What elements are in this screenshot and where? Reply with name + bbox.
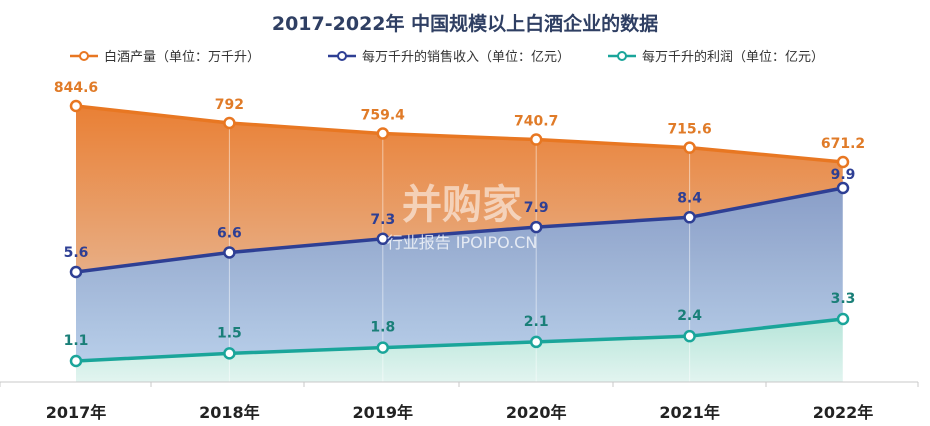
marker-production [529, 133, 543, 146]
marker-profit [683, 329, 696, 343]
label-profit: 1.1 [64, 333, 89, 349]
watermark-sub: 行业报告 IPOIPO.CN [387, 233, 538, 252]
label-production: 792 [215, 97, 244, 113]
marker-revenue [529, 220, 543, 234]
label-profit: 2.1 [524, 314, 549, 330]
marker-revenue [683, 211, 696, 224]
marker-profit [836, 312, 850, 326]
x-tick-label: 2021年 [659, 403, 720, 422]
legend-label: 每万千升的销售收入（单位：亿元） [362, 49, 570, 65]
label-production: 671.2 [821, 136, 865, 152]
legend-label: 每万千升的利润（单位：亿元） [642, 49, 824, 65]
marker-profit [69, 354, 83, 368]
legend: 白酒产量（单位：万千升） 每万千升的销售收入（单位：亿元） 每万千升的利润（单位：亿… [70, 49, 824, 65]
line-production [75, 104, 844, 164]
label-profit: 2.4 [677, 308, 702, 324]
marker-production [223, 116, 236, 130]
marker-revenue [376, 232, 390, 246]
marker-production [683, 141, 696, 154]
label-profit: 3.3 [831, 291, 856, 307]
x-tick-label: 2022年 [813, 403, 874, 422]
legend-label: 白酒产量（单位：万千升） [104, 49, 260, 65]
label-production: 715.6 [667, 122, 711, 138]
legend-marker [337, 51, 347, 61]
marker-production [69, 99, 83, 113]
label-revenue: 7.3 [370, 212, 395, 228]
line-revenue [75, 186, 844, 274]
marker-revenue [69, 265, 83, 279]
label-revenue: 5.6 [64, 245, 89, 261]
x-tick-label: 2018年 [199, 403, 260, 422]
area-profit [76, 319, 843, 382]
label-production: 759.4 [361, 108, 406, 124]
x-tick-label: 2017年 [46, 403, 107, 422]
area-revenue [76, 188, 843, 382]
watermark-brand: 并购家 [402, 182, 522, 228]
label-profit: 1.8 [370, 320, 395, 336]
label-revenue: 6.6 [217, 225, 242, 241]
marker-production [376, 127, 390, 140]
label-production: 740.7 [514, 114, 558, 130]
line-profit [75, 317, 844, 363]
label-revenue: 8.4 [677, 190, 702, 206]
marker-revenue [223, 246, 236, 259]
legend-marker [79, 51, 89, 61]
label-revenue: 7.9 [524, 200, 549, 216]
chart-title: 2017-2022年 中国规模以上白酒企业的数据 [272, 12, 658, 35]
legend-marker [617, 51, 627, 61]
label-production: 844.6 [54, 80, 98, 96]
x-tick-label: 2020年 [506, 403, 567, 422]
marker-profit [376, 341, 390, 354]
label-revenue: 9.9 [831, 167, 856, 183]
marker-production [836, 155, 850, 169]
watermark: 并购家 行业报告 IPOIPO.CN [387, 182, 538, 252]
marker-profit [529, 335, 543, 349]
marker-profit [223, 347, 236, 360]
x-tick-label: 2019年 [353, 403, 414, 422]
label-profit: 1.5 [217, 325, 242, 341]
marker-revenue [836, 181, 850, 195]
